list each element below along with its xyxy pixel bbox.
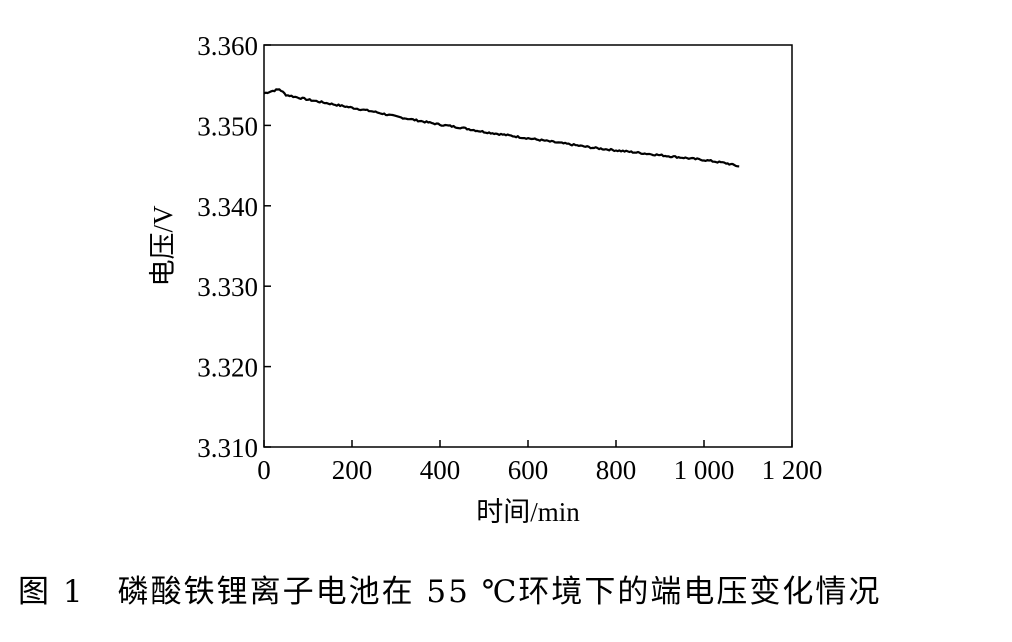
y-axis-label: 电压/V <box>148 205 178 287</box>
x-tick-label: 800 <box>596 455 637 485</box>
y-tick-label: 3.340 <box>197 192 258 222</box>
x-tick-label: 1 000 <box>674 455 735 485</box>
x-tick-label: 600 <box>508 455 549 485</box>
voltage-series-line <box>263 88 740 168</box>
y-tick-label: 3.350 <box>197 111 258 141</box>
x-axis-label: 时间/min <box>476 497 580 527</box>
x-tick-label: 200 <box>332 455 373 485</box>
x-tick-label: 400 <box>420 455 461 485</box>
y-tick-label: 3.360 <box>197 31 258 61</box>
x-tick-label: 1 200 <box>762 455 823 485</box>
y-tick-label: 3.330 <box>197 272 258 302</box>
x-tick-label: 0 <box>257 455 271 485</box>
y-tick-label: 3.320 <box>197 353 258 383</box>
y-tick-label: 3.310 <box>197 433 258 463</box>
figure-caption: 图 1 磷酸铁锂离子电池在 55 ℃环境下的端电压变化情况 <box>18 574 882 610</box>
